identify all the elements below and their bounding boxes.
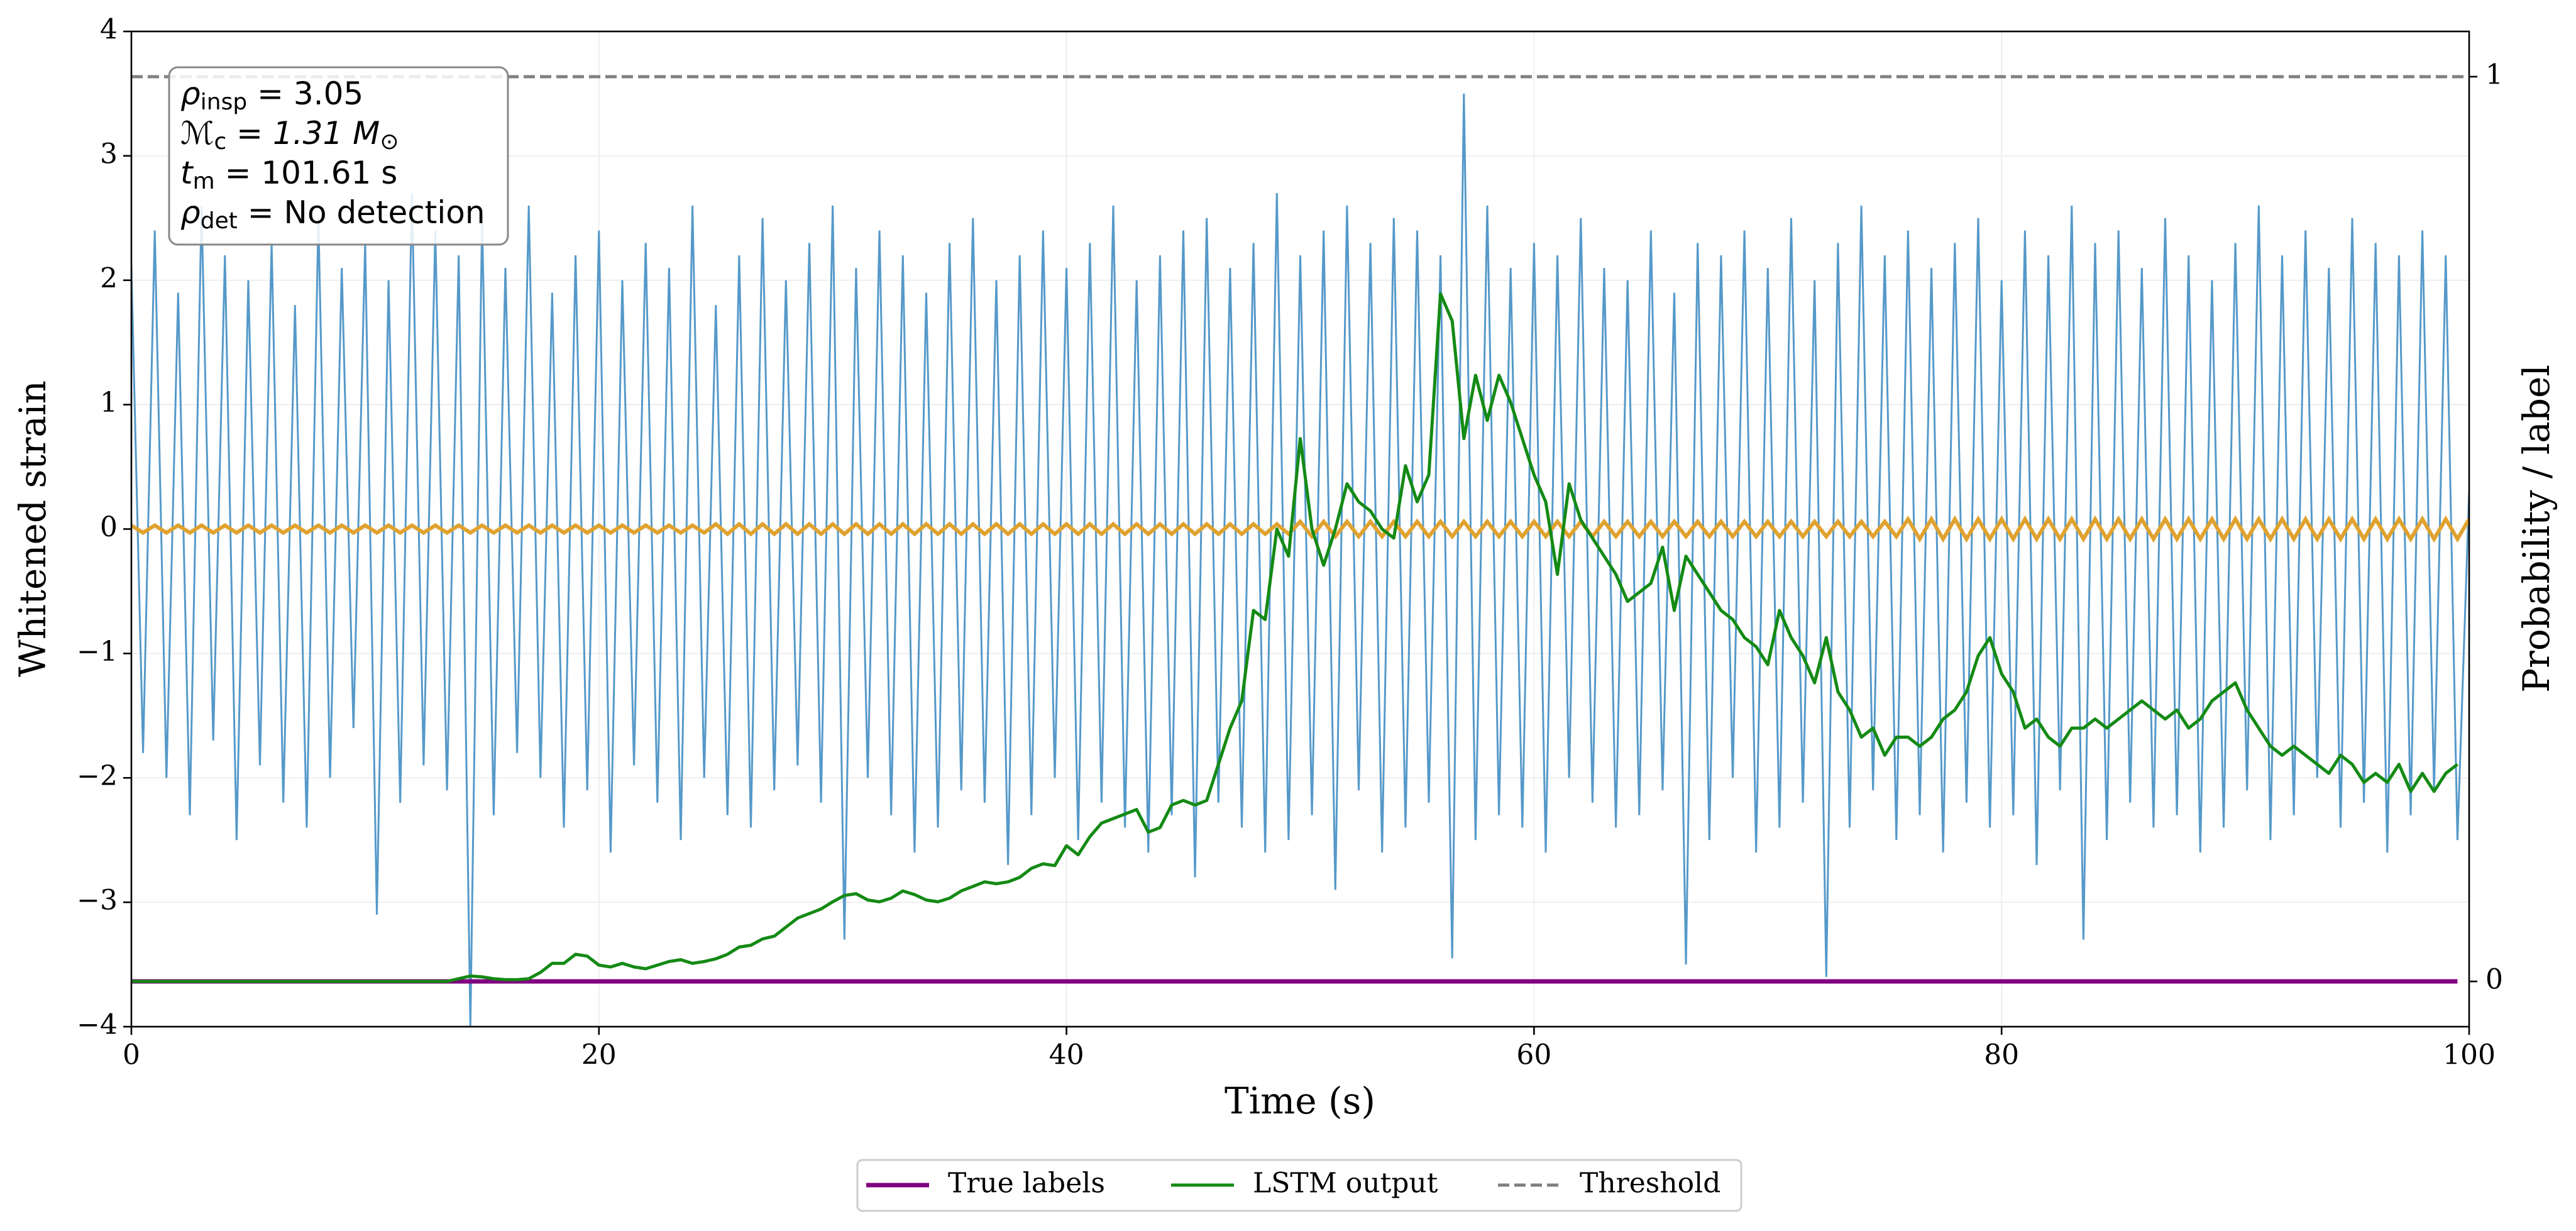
annotation-text: ρ xyxy=(180,75,201,112)
annotation-line: ρdet = No detection xyxy=(180,194,485,235)
y-axis-label: Whitened strain xyxy=(11,380,54,677)
annotation-text: = 3.05 xyxy=(247,75,363,112)
annotation-text: = 1.31 M xyxy=(226,115,380,152)
legend-label: True labels xyxy=(948,1168,1105,1200)
series-line xyxy=(131,292,2458,983)
annotation-subscript: ⊙ xyxy=(380,129,399,155)
x-tick-label: 60 xyxy=(1516,1039,1551,1071)
y2-tick-label: 1 xyxy=(2485,58,2503,91)
x-tick-label: 100 xyxy=(2443,1039,2496,1071)
x-axis-label: Time (s) xyxy=(1225,1079,1375,1122)
y-tick-label: −2 xyxy=(77,760,118,792)
plot-area xyxy=(131,75,2469,1027)
y-tick-label: 3 xyxy=(100,138,118,170)
y2-tick-label: 0 xyxy=(2485,964,2503,996)
annotation-subscript: det xyxy=(201,208,238,234)
annotation-line: tm = 101.61 s xyxy=(180,155,397,195)
annotation-box xyxy=(168,66,509,246)
y-tick-label: −4 xyxy=(77,1009,118,1041)
y2-axis-label: Probability / label xyxy=(2515,365,2558,693)
y-tick-label: 0 xyxy=(100,511,118,543)
annotation-line: ℳc = 1.31 M⊙ xyxy=(180,115,399,155)
x-tick-label: 80 xyxy=(1984,1039,2019,1071)
annotation-text: ρ xyxy=(180,194,201,231)
y-tick-label: 1 xyxy=(100,387,118,419)
legend-label: LSTM output xyxy=(1253,1168,1438,1200)
annotation-line: ρinsp = 3.05 xyxy=(180,75,363,116)
legend-box xyxy=(856,1159,1742,1212)
y-tick-label: 2 xyxy=(100,262,118,294)
annotation-subscript: m xyxy=(193,168,215,194)
annotation-text: t xyxy=(180,155,194,191)
annotation-subscript: insp xyxy=(201,89,247,115)
signal-line xyxy=(131,515,2469,543)
annotation-subscript: c xyxy=(214,129,226,155)
annotation-text: = 101.61 s xyxy=(215,155,398,191)
y-tick-label: −1 xyxy=(77,636,118,668)
y-tick-label: 4 xyxy=(100,14,118,46)
y-tick-label: −3 xyxy=(77,885,118,917)
x-tick-label: 40 xyxy=(1049,1039,1084,1071)
annotation-text: = No detection xyxy=(238,194,485,231)
annotation-text: ℳ xyxy=(180,115,214,152)
x-tick-label: 20 xyxy=(581,1039,617,1071)
strain-line xyxy=(131,93,2469,1027)
legend-label: Threshold xyxy=(1580,1168,1720,1200)
x-tick-label: 0 xyxy=(123,1039,140,1071)
